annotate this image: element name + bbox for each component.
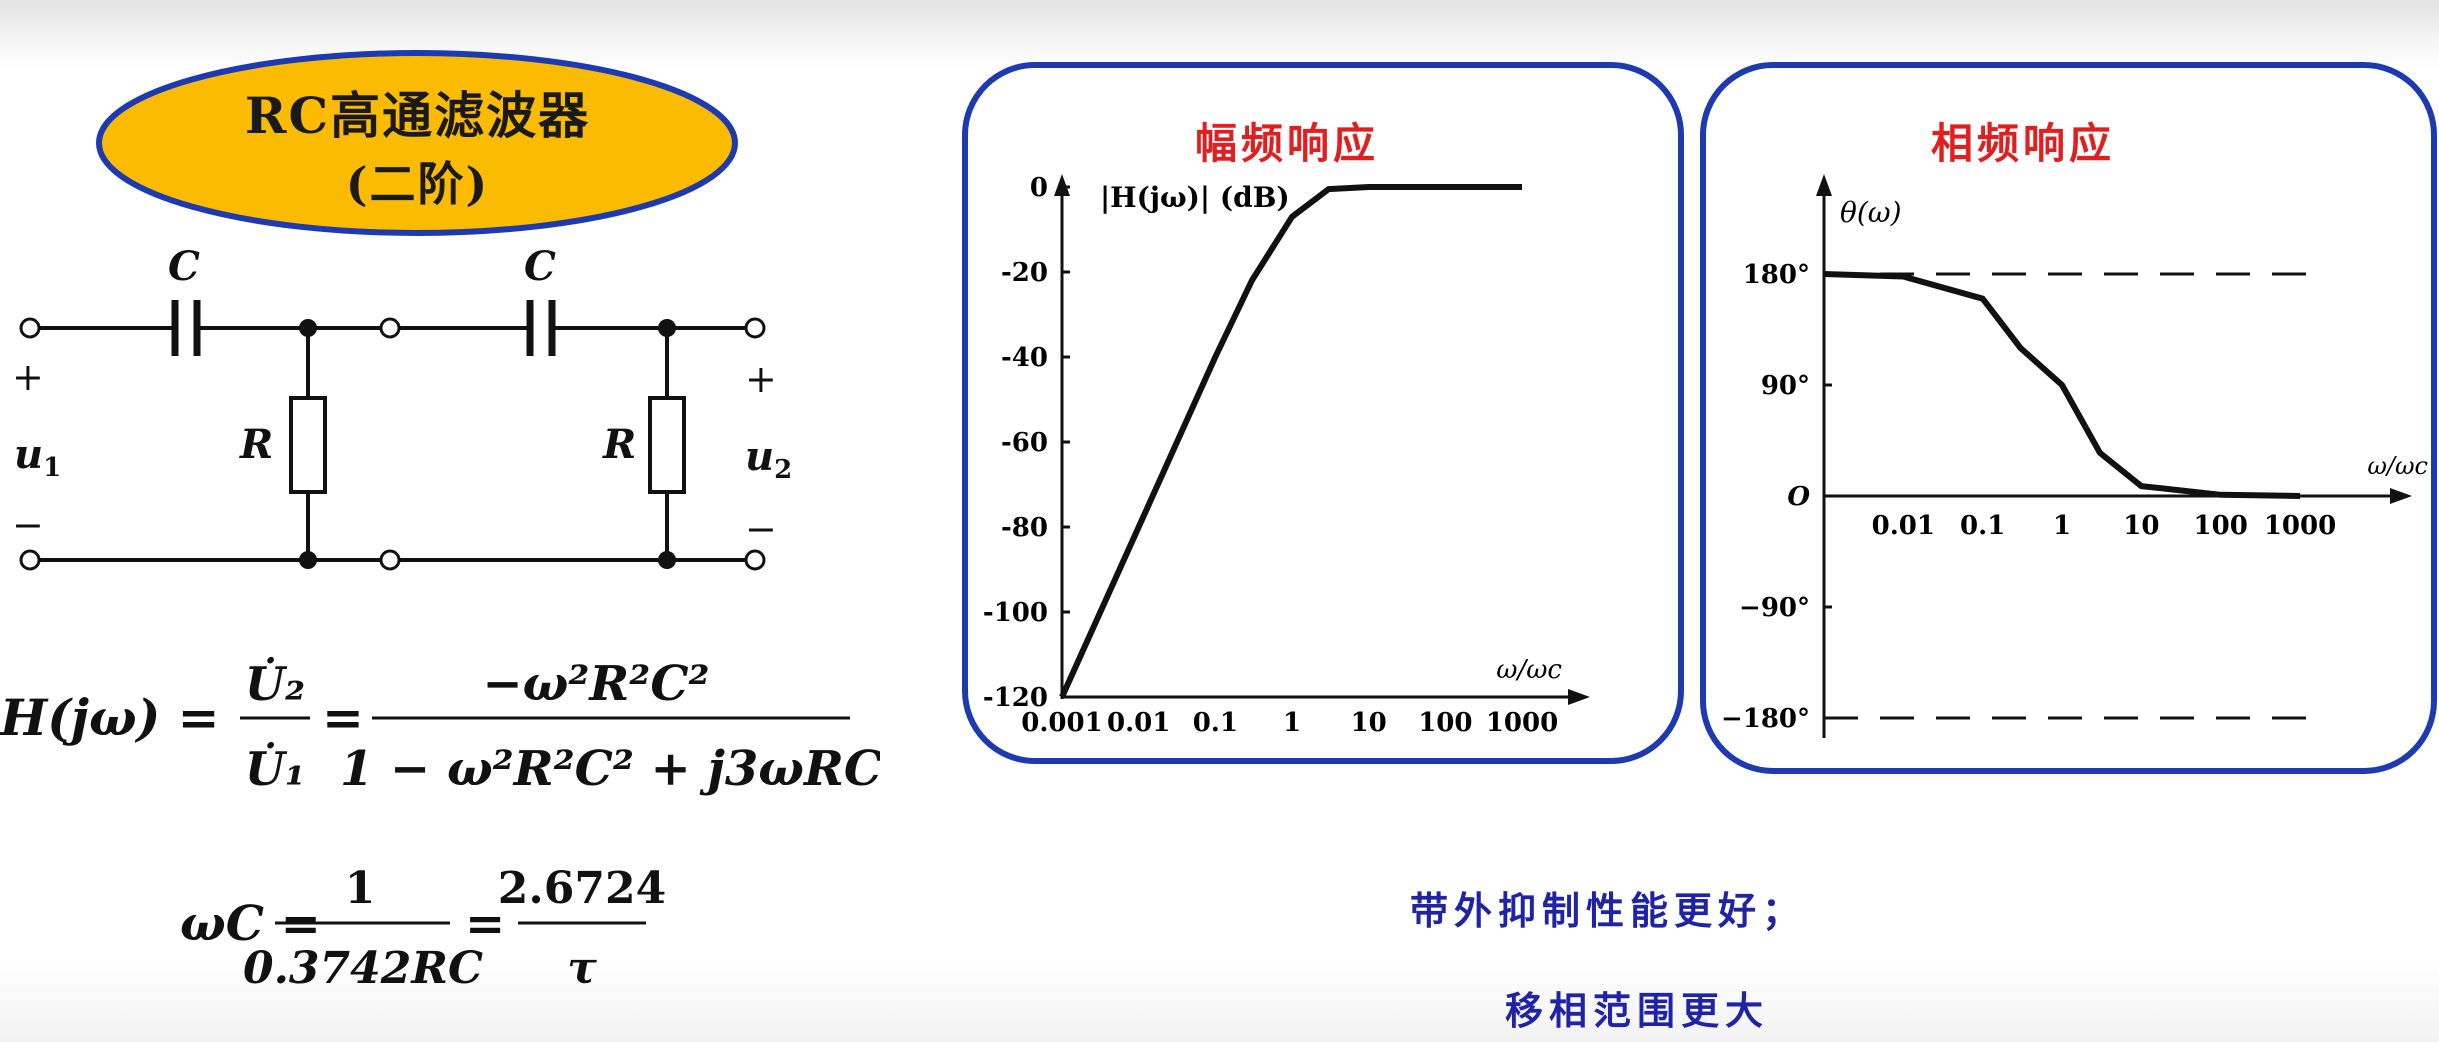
magnitude-y-tick-label: -20 xyxy=(1001,258,1048,288)
formula-lhs: H(jω) = xyxy=(0,688,220,747)
frac1-denominator: U̇₁ xyxy=(245,741,305,796)
phase-y-arrow xyxy=(1816,174,1832,196)
phase-x-tick-label: 1000 xyxy=(2264,511,2336,541)
cutoff-eq: = xyxy=(465,896,505,952)
cutoff-frac1-numerator: 1 xyxy=(345,863,376,914)
phase-x-arrow xyxy=(2390,488,2412,504)
res1-label: R xyxy=(239,421,273,468)
title-ellipse xyxy=(96,50,738,236)
transfer-function-formula: H(jω) = U̇₂ U̇₁ = −ω²R²C² 1 − ω²R²C² + j… xyxy=(0,656,880,797)
phase-y-tick-label: −180° xyxy=(1721,704,1810,734)
input-minus: − xyxy=(12,503,44,547)
magnitude-panel-border xyxy=(962,62,1684,764)
magnitude-x-tick-label: 10 xyxy=(1351,708,1387,738)
cap1-label: C xyxy=(168,243,200,290)
cutoff-frequency-formula: ωC = 1 0.3742RC = 2.6724 τ xyxy=(180,863,666,994)
magnitude-x-tick-label: 1000 xyxy=(1486,708,1558,738)
magnitude-y-tick-label: -40 xyxy=(1001,343,1048,373)
magnitude-series-line xyxy=(1059,184,1522,699)
magnitude-x-axis-label: ω/ωc xyxy=(1496,655,1562,685)
magnitude-y-axis-label: |H(jω)| (dB) xyxy=(1100,181,1290,214)
res2-label: R xyxy=(602,421,636,468)
phase-x-tick-label: 0.01 xyxy=(1872,511,1935,541)
magnitude-y-arrow xyxy=(1054,174,1070,196)
phase-x-tick-label: 100 xyxy=(2194,511,2248,541)
magnitude-response-panel: 0 -20 -40 -60 -80 -100 -120 0.001 0.01 0.1 1 10 100 1… xyxy=(962,62,1684,764)
resistor-1 xyxy=(289,396,327,494)
capacitor-2 xyxy=(526,300,556,356)
title-badge: RC高通滤波器 (二阶) xyxy=(95,48,740,243)
cap2-label: C xyxy=(524,243,556,290)
capacitor-1 xyxy=(171,300,201,356)
footer-band xyxy=(0,960,2439,1042)
input-voltage-label: u1 xyxy=(14,431,61,483)
phase-chart: 180° 90° O −90° −180° 0.01 0.1 1 10 100 1000 θ(ω) ω/… xyxy=(1700,62,2437,774)
magnitude-x-tick-label: 0.01 xyxy=(1107,708,1170,738)
output-minus: − xyxy=(745,507,777,551)
frac2-numerator: −ω²R²C² xyxy=(482,656,709,712)
magnitude-x-tick-label: 1 xyxy=(1283,708,1301,738)
resistor-2 xyxy=(648,396,686,494)
cutoff-frac1-denominator: 0.3742RC xyxy=(243,943,483,994)
magnitude-y-tick-label: 0 xyxy=(1030,173,1048,203)
terminals xyxy=(19,317,766,571)
input-plus: + xyxy=(12,355,44,399)
phase-x-tick-label: 1 xyxy=(2053,511,2071,541)
frac2-denominator: 1 − ω²R²C² + j3ωRC xyxy=(340,741,880,797)
title-line2: (二阶) xyxy=(345,157,490,211)
magnitude-x-tick-label: 0.001 xyxy=(1021,708,1102,738)
phase-x-tick-label: 10 xyxy=(2123,511,2159,541)
magnitude-x-tick-label: 100 xyxy=(1418,708,1472,738)
note-line-1: 带外抑制性能更好； xyxy=(1410,889,1807,933)
circuit-diagram: C C R R u1 u2 + − + − xyxy=(12,243,792,571)
note-line-2: 移相范围更大 xyxy=(1505,989,1770,1033)
phase-series-line xyxy=(1823,271,2301,499)
cutoff-frac2-numerator: 2.6724 xyxy=(498,863,666,914)
magnitude-chart-title: 幅频响应 xyxy=(1195,119,1380,168)
title-line1: RC高通滤波器 xyxy=(244,86,591,145)
output-plus: + xyxy=(745,357,777,401)
junction-dots xyxy=(299,319,676,569)
phase-chart-title: 相频响应 xyxy=(1931,119,2116,168)
phase-x-axis-label: ω/ωc xyxy=(2367,452,2428,480)
formula-eq: = xyxy=(322,688,364,747)
phase-panel-border xyxy=(1700,62,2437,774)
phase-y-axis-label: θ(ω) xyxy=(1840,196,1902,229)
magnitude-y-tick-label: -80 xyxy=(1001,513,1048,543)
phase-x-tick-label: 0.1 xyxy=(1960,511,2005,541)
phase-response-panel: 180° 90° O −90° −180° 0.01 0.1 1 10 100 1000 θ(ω) ω/… xyxy=(1700,62,2437,774)
phase-y-tick-label: 180° xyxy=(1743,260,1810,290)
output-voltage-label: u2 xyxy=(745,433,792,485)
magnitude-y-tick-label: -60 xyxy=(1001,428,1048,458)
magnitude-x-arrow xyxy=(1568,689,1590,705)
magnitude-y-tick-label: -100 xyxy=(983,598,1048,628)
phase-y-tick-label: −90° xyxy=(1739,593,1810,623)
cutoff-frac2-denominator: τ xyxy=(567,943,597,994)
magnitude-y-tick-label: -120 xyxy=(983,683,1048,713)
frac1-numerator: U̇₂ xyxy=(245,656,305,711)
magnitude-x-tick-label: 0.1 xyxy=(1193,708,1238,738)
phase-y-tick-label: 90° xyxy=(1761,371,1810,401)
phase-y-tick-label: O xyxy=(1787,482,1810,512)
